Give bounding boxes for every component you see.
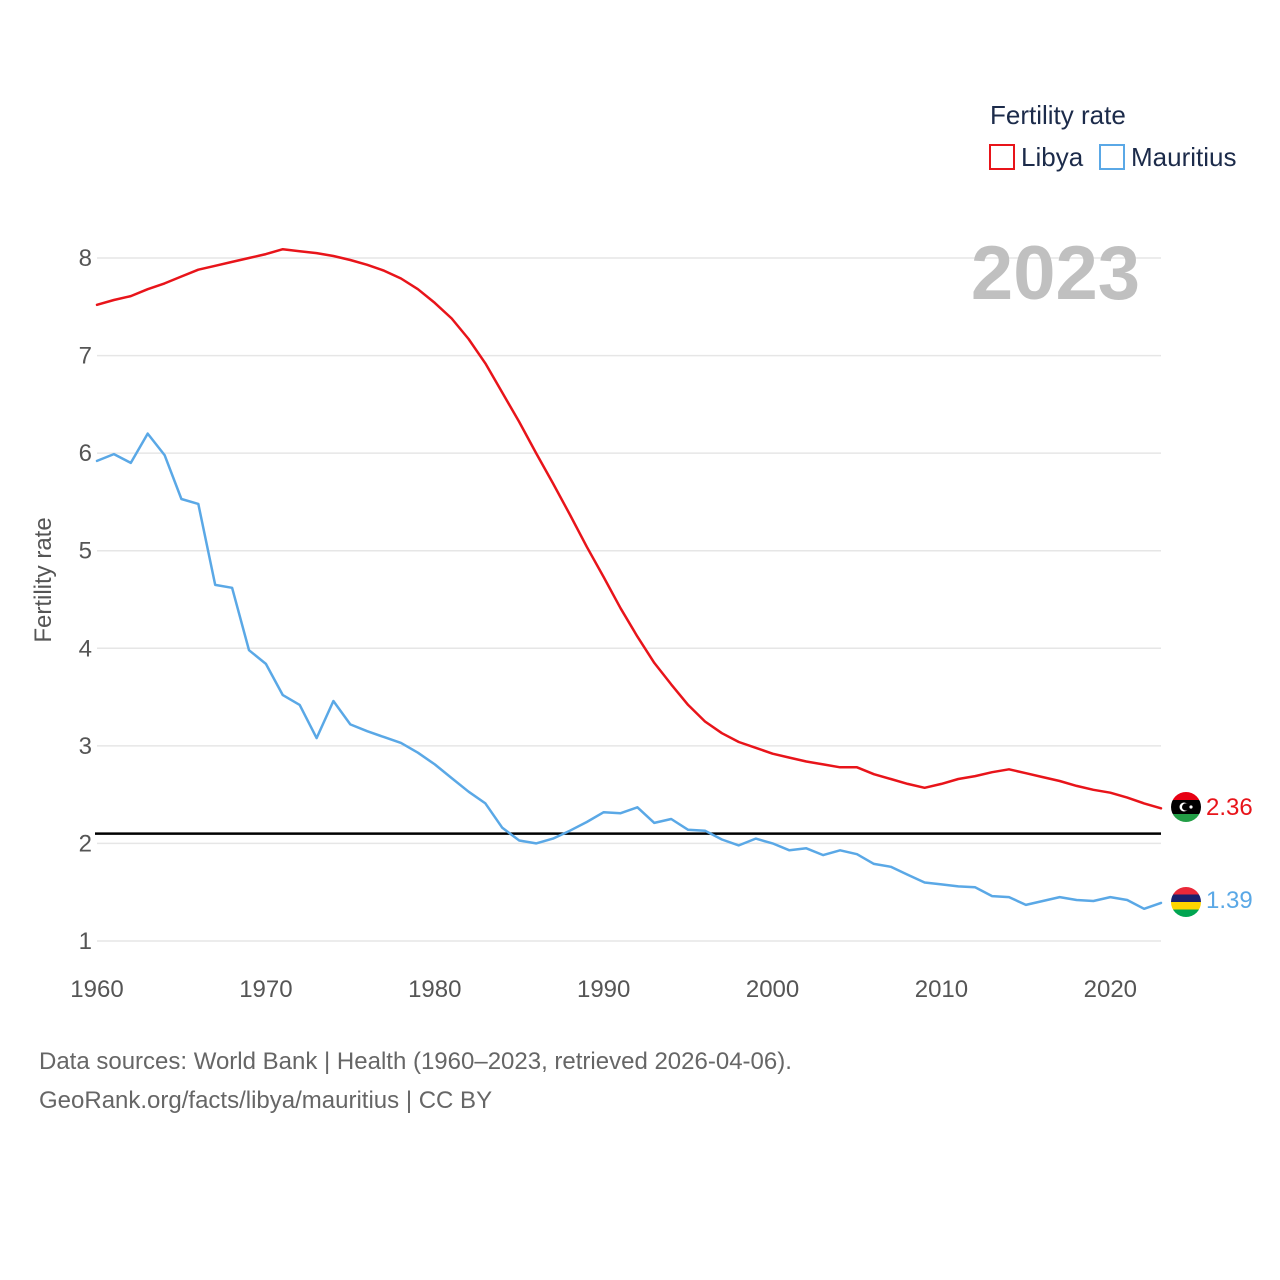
year-label: 2023: [971, 231, 1140, 316]
y-tick-label-3: 3: [79, 733, 92, 760]
legend-title: Fertility rate: [990, 100, 1126, 130]
y-tick-label-4: 4: [79, 635, 92, 662]
y-tick-label-8: 8: [79, 245, 92, 272]
end-label-libya: 2.36: [1206, 794, 1253, 821]
x-tick-label-2000: 2000: [746, 976, 799, 1003]
legend: Fertility rate Libya Mauritius: [989, 100, 1236, 172]
x-axis: 1960 1970 1980 1990 2000 2010 2020: [70, 976, 1137, 1003]
legend-swatch-libya: [989, 144, 1015, 170]
legend-swatch-mauritius: [1099, 144, 1125, 170]
y-tick-label-7: 7: [79, 343, 92, 370]
x-tick-label-1990: 1990: [577, 976, 630, 1003]
x-tick-label-2020: 2020: [1084, 976, 1137, 1003]
x-tick-label-1960: 1960: [70, 976, 123, 1003]
gridlines: [97, 257, 1161, 942]
libya-flag-icon: [1171, 792, 1201, 822]
footer-attribution: GeoRank.org/facts/libya/mauritius | CC B…: [39, 1087, 492, 1114]
series-line-mauritius: [95, 432, 1163, 911]
y-tick-label-1: 1: [79, 928, 92, 955]
series-line-libya: [95, 247, 1163, 810]
x-tick-label-1970: 1970: [239, 976, 292, 1003]
footer-source: Data sources: World Bank | Health (1960–…: [39, 1048, 792, 1075]
end-label-mauritius: 1.39: [1206, 887, 1253, 914]
y-axis-label: Fertility rate: [30, 517, 57, 642]
legend-label-libya: Libya: [1021, 142, 1084, 172]
y-axis: 1 2 3 4 5 6 7 8: [79, 245, 92, 955]
x-tick-label-1980: 1980: [408, 976, 461, 1003]
x-tick-label-2010: 2010: [915, 976, 968, 1003]
mauritius-flag-icon: [1171, 887, 1201, 917]
series-lines: [95, 247, 1163, 911]
legend-label-mauritius: Mauritius: [1131, 142, 1236, 172]
y-tick-label-5: 5: [79, 538, 92, 565]
y-tick-label-6: 6: [79, 440, 92, 467]
y-tick-label-2: 2: [79, 830, 92, 857]
